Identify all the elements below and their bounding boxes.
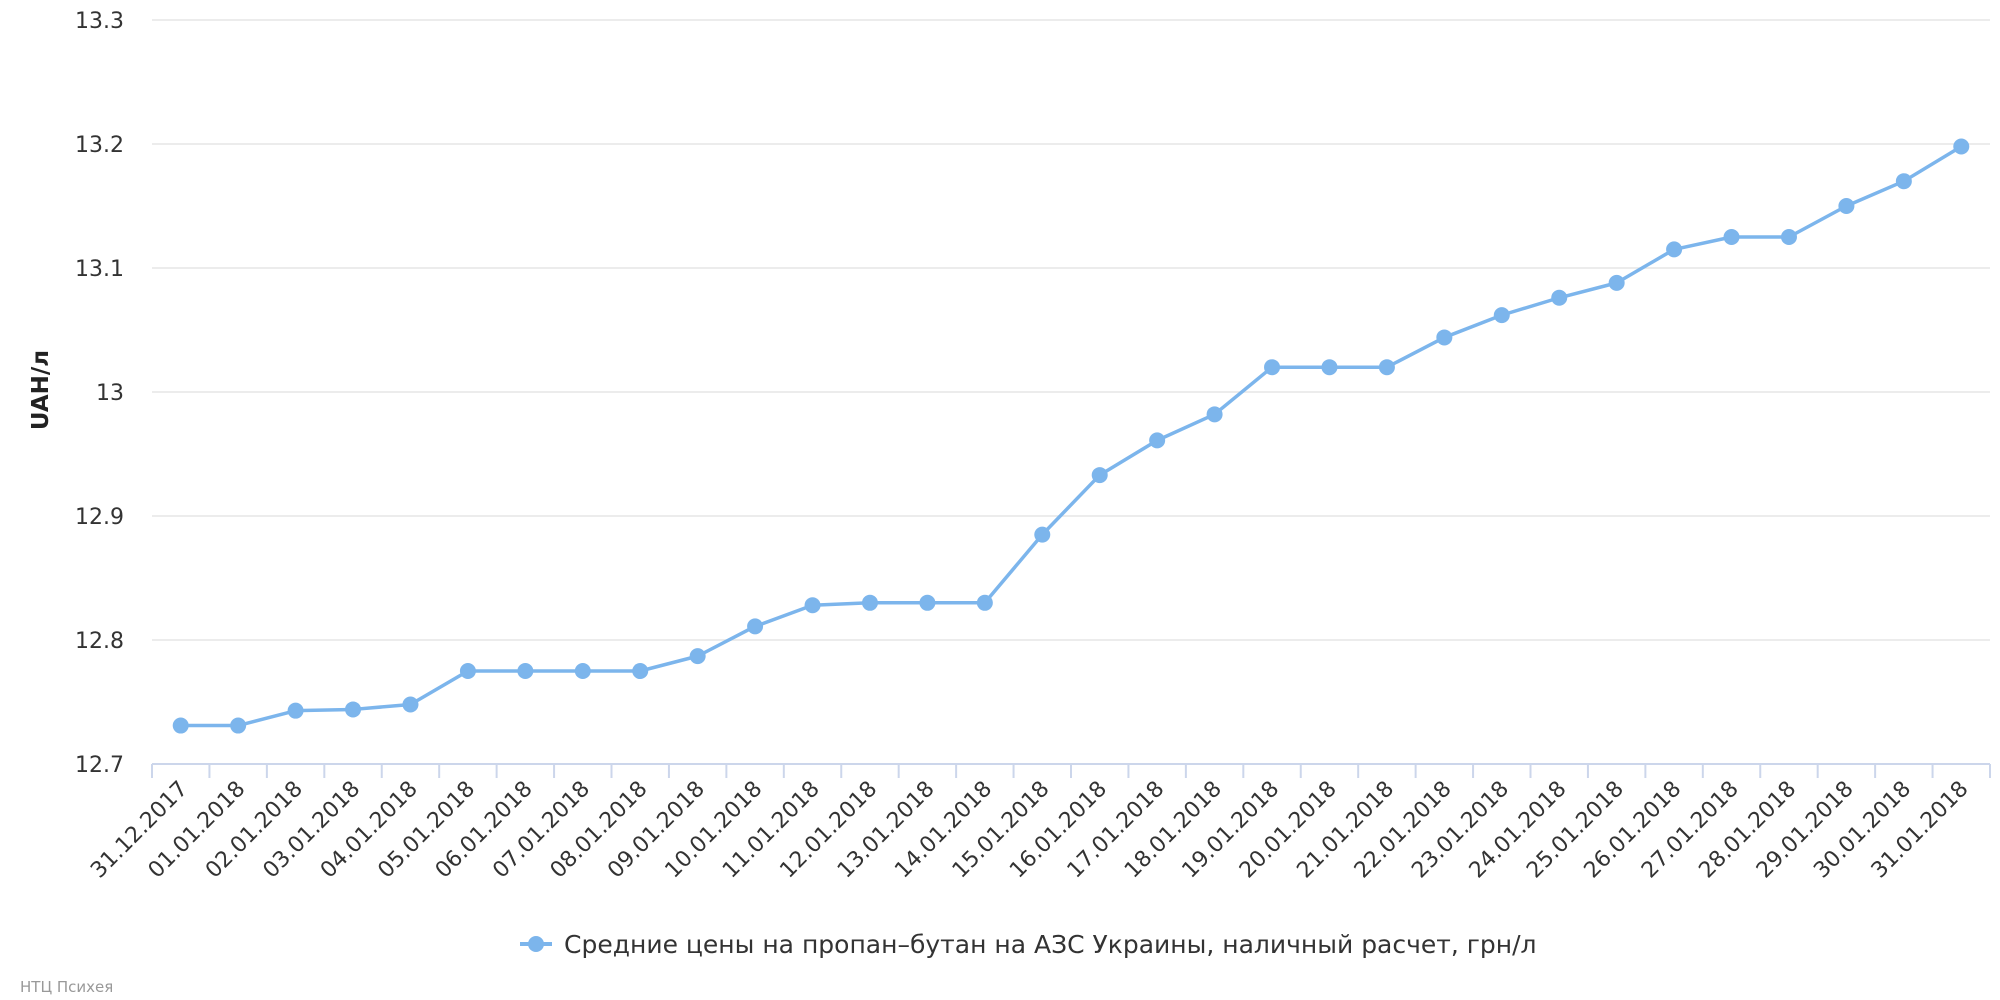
y-tick-label: 13.1	[75, 257, 124, 282]
data-point[interactable]	[345, 701, 362, 718]
data-point[interactable]	[1206, 406, 1223, 423]
y-tick-label: 13	[96, 381, 124, 406]
data-point[interactable]	[402, 696, 419, 713]
grid-lines	[152, 19, 1990, 641]
y-tick-label: 13.2	[75, 133, 124, 158]
data-point[interactable]	[1264, 359, 1281, 376]
data-point[interactable]	[919, 594, 936, 611]
series-line[interactable]	[172, 138, 1970, 734]
data-point[interactable]	[1321, 359, 1338, 376]
data-point[interactable]	[172, 717, 189, 734]
data-point[interactable]	[1780, 229, 1797, 245]
data-point[interactable]	[1493, 307, 1510, 324]
series-path	[180, 144, 1963, 728]
x-axis: 31.12.201701.01.201802.01.201803.01.2018…	[86, 763, 1991, 883]
credits-text[interactable]: НТЦ Психея	[20, 978, 114, 996]
y-tick-label: 12.8	[75, 629, 124, 654]
legend-label: Средние цены на пропан–бутан на АЗС Укра…	[564, 930, 1537, 959]
data-point[interactable]	[1378, 359, 1395, 376]
data-point[interactable]	[1608, 274, 1625, 291]
y-tick-label: 13.3	[75, 9, 124, 34]
data-point[interactable]	[287, 702, 304, 719]
y-axis-label: UAH/л	[28, 350, 54, 430]
y-tick-label: 12.9	[75, 505, 124, 530]
data-point[interactable]	[632, 663, 649, 679]
data-point[interactable]	[1895, 173, 1912, 190]
data-point[interactable]	[861, 594, 878, 611]
data-point[interactable]	[1666, 241, 1683, 258]
data-point[interactable]	[1838, 198, 1855, 214]
data-point[interactable]	[517, 663, 534, 679]
data-point[interactable]	[1953, 138, 1970, 155]
legend-marker-icon	[528, 936, 544, 952]
data-point[interactable]	[1034, 526, 1051, 543]
data-point[interactable]	[574, 663, 591, 679]
data-point[interactable]	[1551, 289, 1568, 306]
legend[interactable]: Средние цены на пропан–бутан на АЗС Укра…	[520, 930, 1537, 959]
data-point[interactable]	[804, 597, 821, 614]
data-point[interactable]	[1149, 432, 1166, 449]
data-point[interactable]	[976, 594, 993, 611]
data-point[interactable]	[230, 717, 247, 734]
data-point[interactable]	[689, 648, 706, 665]
data-point[interactable]	[1091, 467, 1108, 484]
y-tick-label: 12.7	[75, 753, 124, 778]
y-axis-ticks: 12.7 12.8 12.9 13 13.1 13.2 13.3	[75, 9, 124, 778]
data-point[interactable]	[459, 663, 476, 679]
data-point[interactable]	[1723, 229, 1740, 245]
data-point[interactable]	[747, 618, 764, 635]
data-point[interactable]	[1436, 329, 1453, 346]
